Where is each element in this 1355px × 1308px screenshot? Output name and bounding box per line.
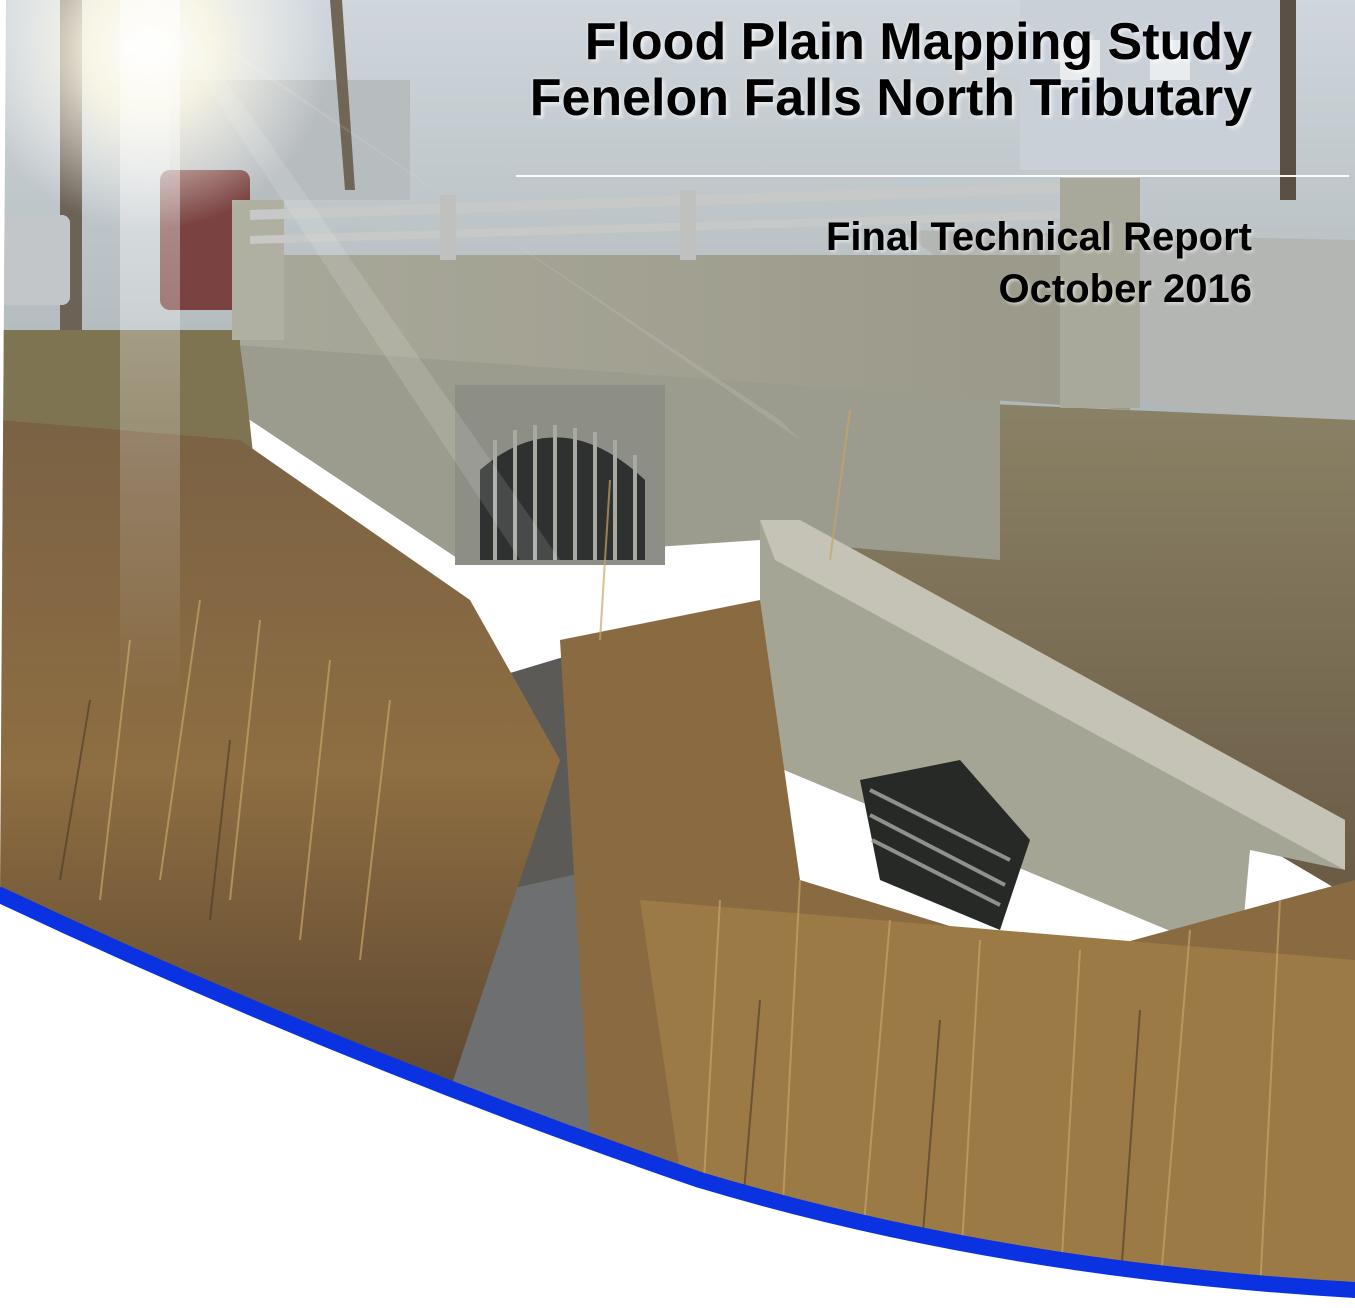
cover-subtitle-block: Final Technical Report October 2016: [826, 211, 1252, 315]
cover-title-line-1: Flood Plain Mapping Study: [584, 13, 1252, 71]
report-type: Final Technical Report: [826, 215, 1252, 259]
title-divider-rule: [516, 175, 1349, 177]
blue-accent-curve: [0, 887, 1355, 1298]
report-date: October 2016: [998, 267, 1252, 311]
cover-title-line-2: Fenelon Falls North Tributary: [529, 69, 1252, 127]
cover-title-block: Flood Plain Mapping Study Fenelon Falls …: [530, 14, 1252, 126]
